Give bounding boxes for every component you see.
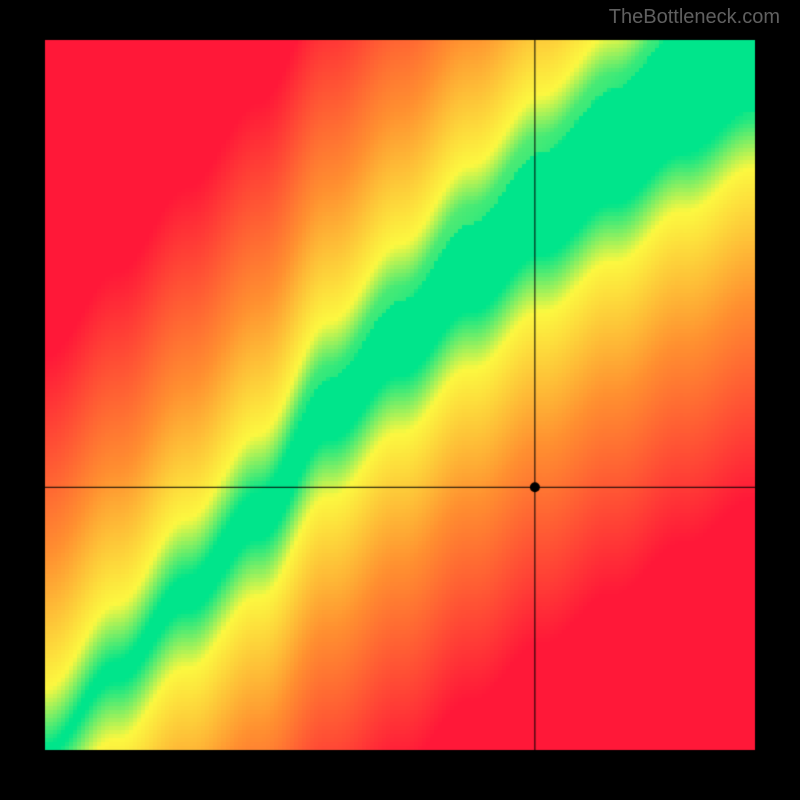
chart-container: TheBottleneck.com [0, 0, 800, 800]
bottleneck-heatmap [0, 0, 800, 800]
watermark-text: TheBottleneck.com [609, 6, 780, 29]
